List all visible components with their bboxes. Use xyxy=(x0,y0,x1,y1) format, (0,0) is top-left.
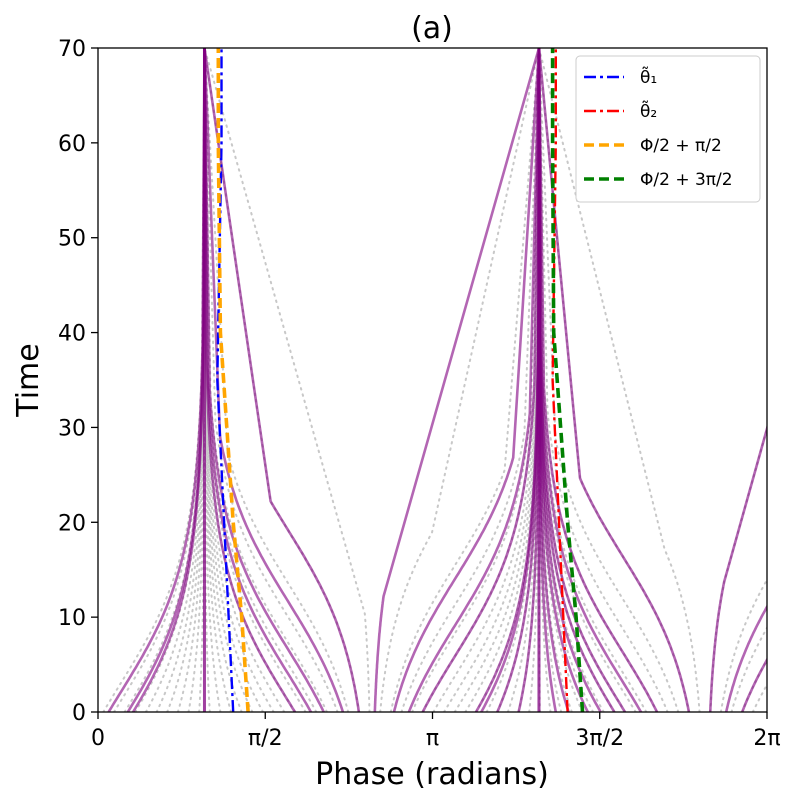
highlighted-trajectory xyxy=(407,48,541,712)
legend-label: θ̃₁ xyxy=(640,66,657,88)
x-axis-label: Phase (radians) xyxy=(315,757,549,792)
series-lines xyxy=(216,48,585,712)
highlighted-trajectory xyxy=(392,48,541,712)
background-trajectory xyxy=(155,48,206,712)
background-trajectory xyxy=(389,48,540,712)
background-trajectory xyxy=(187,48,206,712)
background-trajectory xyxy=(730,625,767,712)
background-trajectory xyxy=(538,48,669,712)
y-tick-label: 30 xyxy=(58,416,86,441)
background-trajectory xyxy=(719,577,767,712)
highlighted-trajectory xyxy=(131,48,206,712)
y-tick-label: 0 xyxy=(72,701,86,726)
highlighted-trajectory xyxy=(537,48,643,712)
background-trajectory xyxy=(134,48,206,712)
legend-label: Φ/2 + π/2 xyxy=(640,136,722,156)
y-tick-label: 50 xyxy=(58,227,86,252)
highlighted-trajectory xyxy=(203,48,325,712)
background-trajectory xyxy=(203,48,222,712)
x-tick-label: π/2 xyxy=(248,726,283,751)
highlighted-trajectory xyxy=(537,48,691,712)
background-trajectory xyxy=(400,48,540,712)
highlighted-trajectory xyxy=(708,423,767,712)
background-trajectory xyxy=(464,48,540,712)
highlighted-trajectory xyxy=(373,48,541,712)
y-tick-label: 40 xyxy=(58,322,86,347)
background-trajectory xyxy=(203,48,254,712)
highlighted-trajectory xyxy=(740,657,767,712)
highlighted-trajectory xyxy=(421,48,541,712)
background-trajectory xyxy=(203,48,339,712)
background-trajectory xyxy=(411,48,540,712)
background-trajectory xyxy=(203,48,350,712)
x-tick-label: π xyxy=(426,726,439,751)
background-trajectory xyxy=(443,48,540,712)
highlighted-trajectory xyxy=(126,48,206,712)
x-tick-label: 3π/2 xyxy=(575,726,624,751)
plot-area xyxy=(102,48,767,712)
background-trajectory xyxy=(379,48,540,712)
background-trajectory xyxy=(538,48,680,712)
background-trajectory xyxy=(432,48,540,712)
series-line xyxy=(551,48,569,712)
y-tick-label: 70 xyxy=(58,37,86,62)
y-axis-label: Time xyxy=(11,343,46,417)
series-line xyxy=(550,48,585,712)
legend-label: θ̃₂ xyxy=(640,100,657,122)
highlighted-trajectory xyxy=(203,48,361,712)
x-tick-label: 2π xyxy=(753,726,780,751)
background-trajectory xyxy=(203,48,328,712)
legend-label: Φ/2 + 3π/2 xyxy=(640,170,733,190)
x-axis: 0 π/2 π 3π/2 2π xyxy=(91,712,781,751)
legend-box xyxy=(575,55,761,203)
x-tick-label: 0 xyxy=(91,726,105,751)
y-axis: 0 10 20 30 40 50 60 70 xyxy=(58,37,98,726)
highlighted-trajectory xyxy=(724,604,767,712)
highlighted-trajectory xyxy=(203,48,313,712)
highlighted-trajectories xyxy=(107,48,767,712)
background-trajectory xyxy=(113,48,206,712)
highlighted-trajectory xyxy=(107,48,206,712)
background-trajectory xyxy=(538,48,701,712)
background-trajectory xyxy=(166,48,206,712)
chart-title: (a) xyxy=(411,11,453,46)
highlighted-trajectory xyxy=(537,48,659,712)
y-tick-label: 60 xyxy=(58,132,86,157)
series-line xyxy=(216,48,235,712)
y-tick-label: 10 xyxy=(58,606,86,631)
y-tick-label: 20 xyxy=(58,511,86,536)
series-line xyxy=(216,48,250,712)
legend: θ̃₁ θ̃₂ Φ/2 + π/2 Φ/2 + 3π/2 xyxy=(575,55,761,203)
background-trajectory xyxy=(203,48,275,712)
